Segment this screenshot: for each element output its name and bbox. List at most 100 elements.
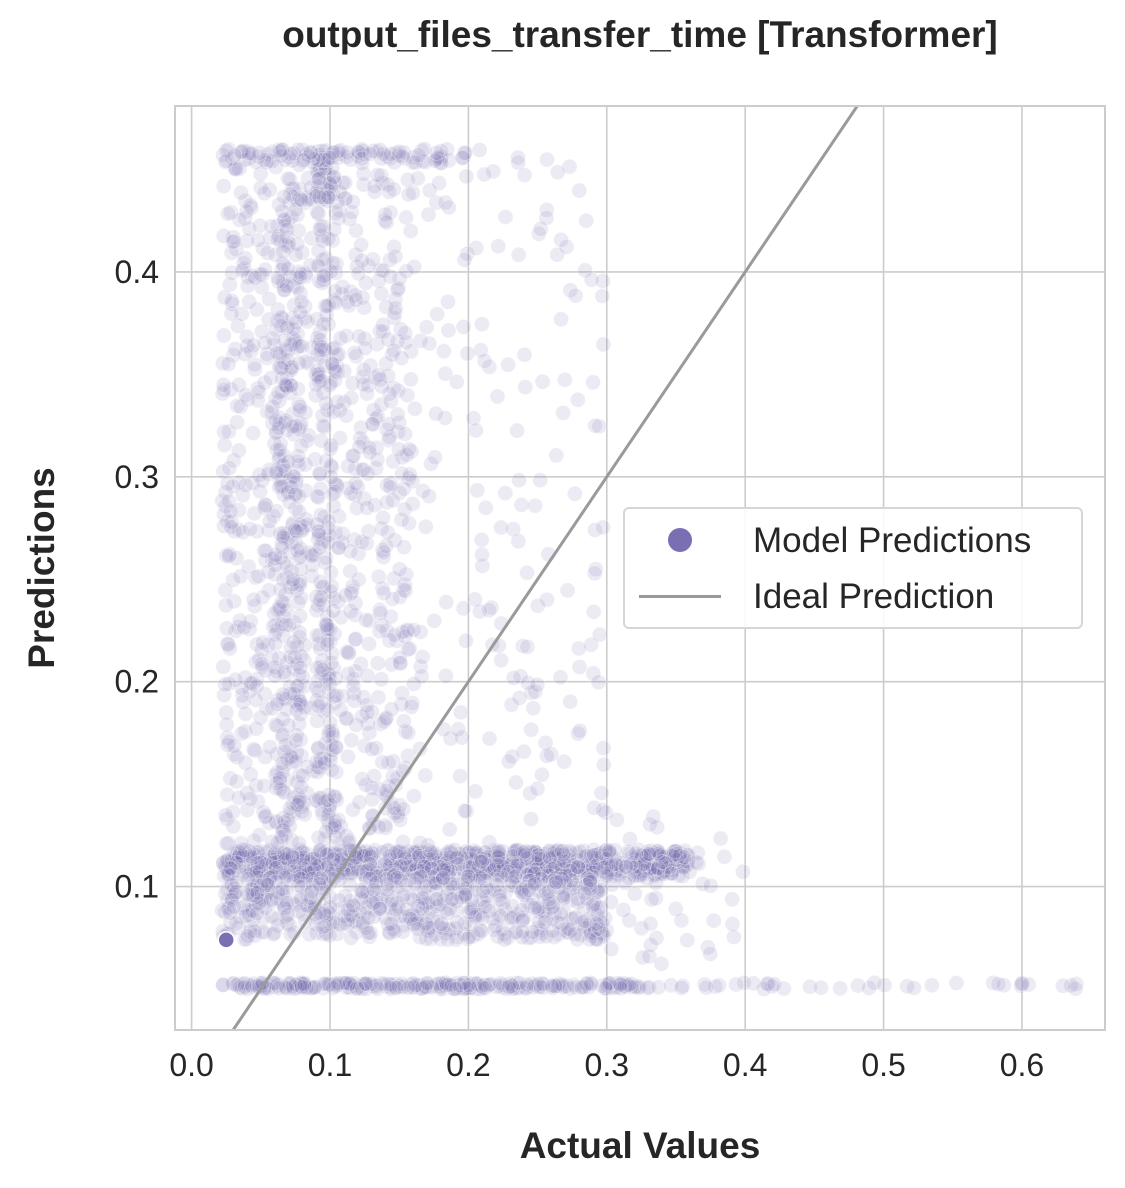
data-point	[312, 842, 329, 859]
data-point	[590, 863, 607, 880]
data-point	[316, 855, 333, 872]
data-point	[272, 848, 288, 865]
data-point	[541, 865, 558, 882]
data-point	[314, 661, 331, 678]
data-point	[541, 859, 558, 876]
data-point	[494, 843, 511, 860]
data-point	[594, 802, 611, 818]
data-point	[576, 849, 593, 866]
data-point	[580, 856, 597, 872]
data-point	[380, 860, 397, 877]
data-point	[298, 845, 315, 862]
data-point	[589, 846, 606, 862]
data-point	[428, 144, 445, 161]
data-point	[476, 166, 493, 183]
data-point	[486, 858, 503, 875]
data-point	[359, 667, 376, 684]
data-point	[592, 856, 609, 873]
data-point	[309, 859, 326, 876]
data-point	[273, 360, 290, 377]
data-point	[361, 636, 377, 652]
data-point	[571, 640, 587, 657]
data-point	[550, 855, 566, 872]
data-point	[466, 866, 483, 882]
data-point	[627, 858, 644, 875]
data-point	[421, 854, 438, 870]
data-point	[277, 850, 294, 867]
data-point	[274, 539, 291, 556]
data-point	[249, 392, 266, 409]
data-point	[698, 979, 715, 996]
data-point	[249, 855, 266, 872]
data-point	[253, 853, 270, 869]
data-point	[267, 412, 284, 429]
data-point	[571, 722, 588, 739]
data-point	[621, 846, 638, 862]
data-point	[586, 565, 603, 582]
data-point	[387, 300, 404, 317]
data-point	[557, 860, 573, 877]
data-point	[554, 854, 571, 871]
data-point	[600, 852, 617, 868]
data-point	[406, 856, 423, 873]
data-point	[374, 317, 391, 333]
data-point	[421, 335, 438, 352]
data-point	[653, 956, 670, 972]
data-point	[588, 915, 605, 932]
data-point	[635, 866, 651, 883]
data-point	[580, 858, 596, 875]
data-point	[311, 847, 328, 864]
data-point	[678, 857, 695, 874]
data-point	[217, 597, 234, 614]
data-point	[236, 619, 253, 636]
data-point	[436, 862, 453, 879]
data-point	[490, 853, 507, 870]
data-point	[566, 862, 583, 879]
data-point	[673, 980, 690, 996]
data-point	[381, 857, 398, 873]
data-point	[384, 492, 401, 509]
data-point	[249, 861, 266, 877]
data-point	[348, 861, 364, 877]
data-point	[223, 853, 240, 870]
data-point	[410, 898, 426, 914]
legend-item-model-predictions: Model Predictions	[625, 515, 1081, 565]
data-point	[422, 867, 438, 883]
data-point	[366, 183, 383, 200]
data-point	[373, 285, 390, 302]
data-point	[405, 788, 422, 804]
data-point	[455, 318, 472, 335]
data-point	[490, 847, 507, 864]
data-point	[359, 845, 375, 862]
data-point	[338, 644, 355, 660]
data-point	[437, 855, 454, 872]
data-point	[607, 868, 623, 884]
data-point	[556, 858, 572, 875]
data-point	[291, 338, 308, 355]
data-point	[215, 376, 232, 393]
data-point	[597, 851, 614, 867]
data-point	[628, 861, 645, 877]
data-point	[587, 861, 604, 878]
data-point	[352, 852, 369, 869]
data-point	[246, 832, 263, 849]
data-point	[215, 854, 232, 871]
data-point	[583, 864, 600, 881]
data-point	[674, 858, 691, 875]
data-point	[294, 803, 311, 820]
data-point	[669, 856, 686, 872]
data-point	[500, 857, 517, 874]
data-point	[426, 851, 443, 868]
data-point	[469, 847, 485, 864]
data-point	[394, 855, 411, 872]
data-point	[251, 895, 267, 912]
data-point	[670, 867, 687, 884]
data-point	[264, 866, 281, 882]
data-point	[473, 532, 490, 548]
data-point	[381, 183, 398, 200]
data-point	[375, 509, 391, 526]
data-point	[440, 293, 456, 310]
data-point	[280, 854, 297, 870]
data-point	[642, 816, 658, 833]
data-point	[456, 802, 473, 819]
